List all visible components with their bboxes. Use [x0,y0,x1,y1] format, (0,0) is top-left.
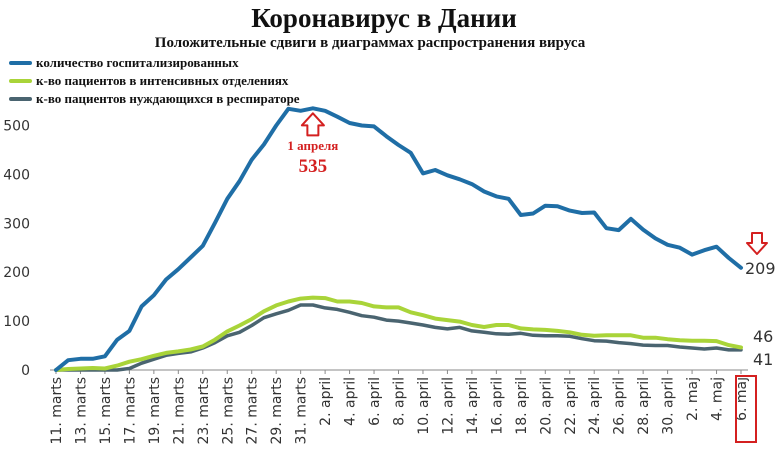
x-tick-label: 15. marts [98,377,114,444]
y-tick-label: 300 [3,216,30,232]
x-tick-label: 10. april [416,377,432,435]
x-tick-label: 13. marts [73,377,89,444]
y-axis: 0 100 200 300 400 500 [3,118,30,379]
x-tick-label: 27. marts [245,377,261,444]
x-tick-label: 30. april [661,377,677,435]
chart-subtitle: Положительные сдвиги в диаграммах распро… [155,35,586,51]
x-tick-label: 2. april [318,377,334,426]
end-value-hospitalized: 209 [745,259,776,278]
x-tick-label: 20. april [538,377,554,435]
end-value-ventilator: 41 [753,350,773,369]
y-tick-label: 200 [3,265,30,281]
x-tick-label: 2. maj [685,377,701,421]
x-tick-label: 6. april [367,377,383,426]
legend-label-ventilator: к-во пациентов нуждающихся в респираторе [36,91,300,106]
legend: количество госпитализированных к-во паци… [9,55,300,106]
x-tick-label: 14. april [465,377,481,435]
x-tick-label: 28. april [636,377,652,435]
series-line-hospitalized [54,106,743,372]
x-tick-label: 4. maj [710,377,726,421]
series-line-ventilator [54,303,743,372]
x-tick-label: 22. april [563,377,579,435]
end-value-icu: 46 [753,327,773,346]
series-layer [54,106,743,372]
x-tick-label: 21. marts [171,377,187,444]
x-tick-label: 18. april [514,377,530,435]
y-tick-label: 100 [3,314,30,330]
y-tick-label: 0 [21,363,30,379]
x-tick-label: 4. april [343,377,359,426]
decline-arrow-icon [746,232,768,255]
annotations: 1 апреля 535 209 46 41 [287,112,776,443]
x-tick-label: 31. marts [294,377,310,444]
x-tick-label: 25. marts [220,377,236,444]
x-tick-label: 17. marts [122,377,138,444]
x-tick-label: 29. marts [269,377,285,444]
chart-title: Коронавирус в Дании [251,3,517,33]
x-tick-label: 12. april [440,377,456,435]
x-tick-label: 24. april [587,377,603,435]
x-tick-label: 8. april [392,377,408,426]
peak-date-label: 1 апреля [287,138,338,153]
x-tick-label: 11. marts [49,377,65,444]
legend-label-icu: к-во пациентов в интенсивных отделениях [36,73,289,88]
x-axis: 11. marts 13. marts 15. marts 17. marts 19. … [49,369,750,444]
peak-arrow-icon [300,112,325,137]
peak-value-label: 535 [299,156,328,177]
y-tick-label: 500 [3,118,30,134]
last-date-highlight-box [735,375,757,443]
x-tick-label: 16. april [489,377,505,435]
y-tick-label: 400 [3,167,30,183]
x-tick-label: 6. maj [734,377,750,421]
legend-label-hospitalized: количество госпитализированных [36,55,239,70]
x-tick-label: 26. april [612,377,628,435]
x-tick-label: 19. marts [147,377,163,444]
x-tick-label: 23. marts [196,377,212,444]
series-line-icu [54,295,743,372]
